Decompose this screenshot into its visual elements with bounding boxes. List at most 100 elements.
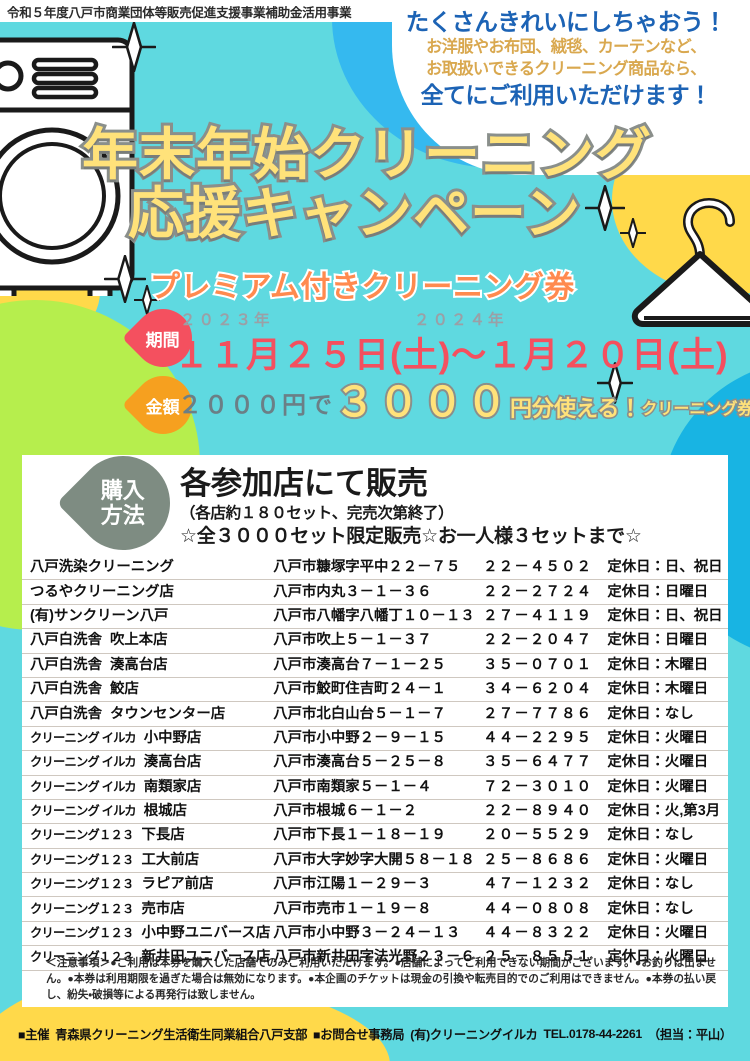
store-phone: ２２－２０４７ [483,632,593,649]
store-closed-day: 定休日：日、祝日 [607,559,723,576]
store-branch: 新井田ユニバース店 [141,949,271,966]
store-name: (有)サンクリーン八戸 [30,607,169,624]
footer-organizer: 青森県クリーニング生活衛生同業組合八戸支部 [55,1028,308,1042]
store-branch: 鮫店 [109,681,139,698]
store-address: 八戸市小中野２－９－１５ [273,729,446,746]
store-address: 八戸市売市１－１９－８ [273,900,432,917]
store-name: クリーニング１２３ [30,877,134,892]
purchase-title: 各参加店にて販売 [180,466,428,501]
footer-tel: TEL.0178-44-2261 [543,1027,642,1041]
store-closed-day: 定休日：火曜日 [607,754,709,771]
store-address: 八戸市八幡字八幡丁１０－１３ [273,607,475,624]
store-closed-day: 定休日：火曜日 [607,778,709,795]
store-branch: 下長店 [141,827,185,844]
store-address: 八戸市小中野３－２４－１３ [273,925,461,942]
footer-contact: (有)クリーニングイルカ [410,1028,538,1042]
purchase-sub1: （各店約１８０セット、完売次第終了） [180,504,454,522]
store-name-cell: クリーニング１２３ 売市店 [22,897,273,921]
store-address: 八戸市下長１－１８－１９ [273,827,446,844]
store-address: 八戸市湊高台７－１－２５ [273,656,446,673]
subsidy-strip: 令和５年度八戸市商業団体等販売促進支援事業補助金活用事業 [0,0,395,22]
store-phone: ２２－８９４０ [483,803,593,820]
purchase-badge-line2: 方法 [100,502,146,528]
store-branch: 根城店 [143,803,187,820]
purchase-badge-line1: 購入 [100,477,146,503]
store-name-cell: 八戸白洗舎 タウンセンター店 [22,702,273,726]
store-closed-day: 定休日：なし [607,876,694,893]
store-name-cell: 八戸白洗舎 湊高台店 [22,653,273,677]
store-name-cell: クリーニング イルカ 湊高台店 [22,751,273,775]
store-name: クリーニング イルカ [30,730,137,745]
store-closed-day: 定休日：日、祝日 [607,607,723,624]
store-address: 八戸市内丸３－１－３６ [273,583,432,600]
store-phone: ２２－２７２４ [483,583,593,600]
amount-badge-label: 金額 [146,397,180,417]
store-address: 八戸市北白山台５－１－７ [273,705,446,722]
store-phone: ２７－７７８６ [483,705,593,722]
store-phone: ３５－０７０１ [483,656,593,673]
store-closed-day: 定休日：日曜日 [607,632,709,649]
store-name: 八戸洗染クリーニング [30,559,174,576]
table-row: つるやクリーニング店 八戸市内丸３－１－３６ ２２－２７２４ 定休日：日曜日 [22,580,728,605]
amount-row: ２０００円で ３０００ 円分使える！ クリーニング券 [178,379,750,425]
top-copy-line2: お洋服やお布団、絨毯、カーテンなど、 [426,38,706,57]
store-name-cell: 八戸白洗舎 鮫店 [22,677,273,701]
store-branch: 吹上本店 [109,632,168,649]
store-phone: ２５－８５５１ [483,949,593,966]
store-branch: ラピア前店 [141,876,214,893]
store-phone: ３４－６２０４ [483,681,593,698]
store-name-cell: クリーニング イルカ 根城店 [22,799,273,823]
store-address: 八戸市鮫町住吉町２４－１ [273,681,446,698]
store-branch: 小中野ユニバース店 [141,925,271,942]
store-name: クリーニング イルカ [30,779,137,794]
table-row: クリーニング イルカ 湊高台店 八戸市湊高台５－２５－８ ３５－６４７７ 定休日：火曜日 [22,751,728,776]
main-subtitle: プレミアム付きクリーニング券 [148,269,576,306]
store-name-cell: クリーニング１２３ 下長店 [22,824,273,848]
store-phone: ４４－０８０８ [483,900,593,917]
store-closed-day: 定休日：火曜日 [607,729,709,746]
store-address: 八戸市糠塚字平中２２－７５ [273,559,461,576]
amount-middle: 円分使える！ [508,396,643,421]
store-table: 八戸洗染クリーニング 八戸市糠塚字平中２２－７５ ２２－４５０２ 定休日：日、祝日 つる… [22,556,728,971]
store-phone: ２５－８６８６ [483,851,593,868]
store-closed-day: 定休日：日曜日 [607,583,709,600]
store-name: クリーニング イルカ [30,755,137,770]
store-name-cell: (有)サンクリーン八戸 [22,604,273,628]
footer-bar: ■主催 青森県クリーニング生活衛生同業組合八戸支部 ■お問合せ事務局 (有)クリ… [0,1025,750,1043]
store-branch: 小中野店 [143,729,202,746]
store-branch: 湊高台店 [109,656,168,673]
store-name-cell: 八戸白洗舎 吹上本店 [22,629,273,653]
period-year-end: ２０２４年 [414,312,507,329]
table-row: クリーニング１２３ 売市店 八戸市売市１－１９－８ ４４－０８０８ 定休日：なし [22,897,728,922]
store-closed-day: 定休日：なし [607,900,694,917]
store-name: つるやクリーニング店 [30,583,174,600]
store-name-cell: つるやクリーニング店 [22,580,273,604]
store-phone: ３５－６４７７ [483,754,593,771]
store-closed-day: 定休日：火曜日 [607,925,709,942]
amount-value: ３０００ [332,379,510,425]
store-name: クリーニング１２３ [30,852,134,867]
store-name: クリーニング１２３ [30,950,134,965]
sparkle-icon [112,22,156,72]
store-closed-day: 定休日：なし [607,827,694,844]
store-name-cell: クリーニング１２３ 工大前店 [22,848,273,872]
store-phone: ４４－８３２２ [483,925,593,942]
period-range: １１月２５日(土)〜１月２０日(土) [174,336,729,375]
period-year-row: ２０２３年 ２０２４年 [176,308,646,330]
washing-machine-icon [0,37,135,296]
store-address: 八戸市吹上５－１－３７ [273,632,432,649]
store-address: 八戸市大字妙字大開５８－１８ [273,851,475,868]
table-row: クリーニング イルカ 小中野店 八戸市小中野２－９－１５ ４４－２２９５ 定休日：火曜日 [22,726,728,751]
store-address: 八戸市南類家５－１－４ [273,778,432,795]
store-name: クリーニング１２３ [30,828,134,843]
main-title-block: 年末年始クリーニング 応援キャンペーン [0,123,750,245]
amount-tail: クリーニング券 [640,400,750,419]
store-branch: 売市店 [141,900,185,917]
table-row: 八戸白洗舎 タウンセンター店 八戸市北白山台５－１－７ ２７－７７８６ 定休日：なし [22,702,728,727]
store-phone: ２７－４１１９ [483,607,593,624]
table-row: クリーニング イルカ 根城店 八戸市根城６－１－２ ２２－８９４０ 定休日：火,第3月 [22,799,728,824]
table-row: クリーニング１２３ 工大前店 八戸市大字妙字大開５８－１８ ２５－８６８６ 定休日：火曜… [22,848,728,873]
footer-contact-label: ■お問合せ事務局 [313,1028,405,1042]
table-row: (有)サンクリーン八戸 八戸市八幡字八幡丁１０－１３ ２７－４１１９ 定休日：日、祝日 [22,604,728,629]
main-title-line1: 年末年始クリーニング [79,123,654,186]
